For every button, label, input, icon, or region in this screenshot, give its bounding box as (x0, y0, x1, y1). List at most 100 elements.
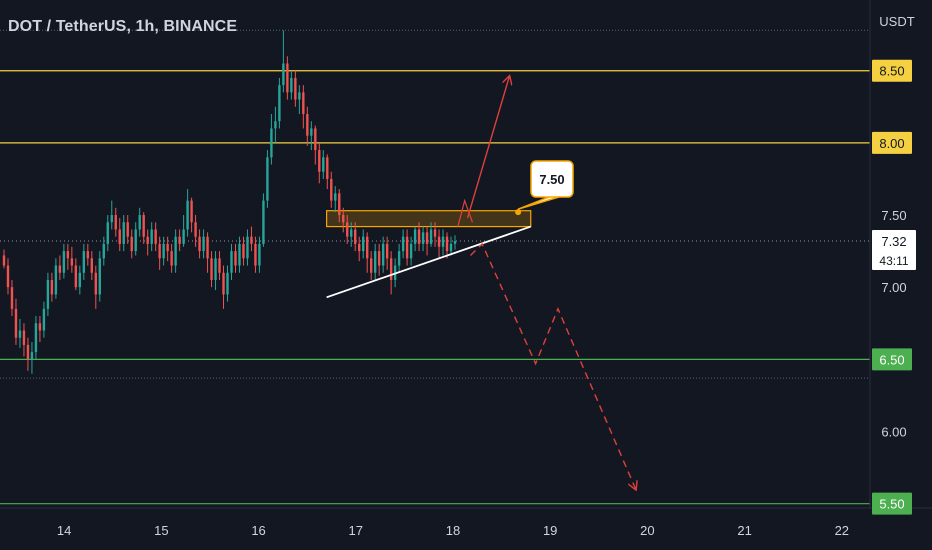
candle (425, 226, 429, 256)
candle (373, 243, 377, 280)
candle-body (274, 121, 277, 129)
candle-body (346, 222, 349, 237)
candle (401, 229, 405, 259)
candle (238, 236, 241, 273)
candle (58, 255, 62, 280)
candle-body (26, 344, 30, 360)
candle (170, 243, 173, 273)
candle (298, 85, 301, 115)
resistance-850-tag-label: 8.50 (879, 64, 904, 79)
candle-body (445, 236, 449, 252)
x-tick-label: 22 (835, 523, 849, 538)
candle-body (413, 229, 417, 244)
candle (409, 236, 413, 266)
candle (322, 150, 325, 179)
candle-body (437, 236, 441, 247)
candle (334, 186, 337, 213)
candle-body (198, 236, 201, 252)
candle-body (74, 265, 78, 288)
x-tick-label: 20 (640, 523, 654, 538)
candle-body (286, 63, 289, 93)
candle (218, 251, 221, 280)
candle-body (230, 251, 233, 273)
candle (266, 150, 269, 208)
candle-body (146, 236, 149, 244)
axis-layer: USDT 7.50 7.00 6.00 8.50 8.00 6.50 5.50 7.32 43:1… (0, 0, 932, 538)
candle-body (202, 236, 205, 252)
candle-body (66, 251, 70, 259)
candle-body (238, 243, 241, 266)
candle-body (14, 308, 18, 338)
candle-body (222, 272, 225, 295)
candle (126, 215, 129, 244)
candle-body (90, 258, 94, 273)
candle-body (6, 265, 10, 288)
x-tick-label: 17 (349, 523, 363, 538)
candle-body (194, 222, 197, 237)
candle-body (46, 279, 50, 309)
candle-body (38, 323, 42, 331)
callout-anchor-dot (515, 209, 522, 216)
zone-layer (326, 210, 532, 228)
candle (421, 226, 425, 252)
bearish-projection-path (469, 242, 635, 489)
candle-body (94, 272, 97, 295)
candle-body (425, 232, 429, 244)
candle (362, 229, 365, 259)
candle (338, 189, 341, 223)
candle-body (354, 229, 357, 244)
callout-box (530, 160, 574, 198)
candle (82, 243, 86, 280)
candle-body (30, 352, 34, 360)
candle (358, 236, 361, 262)
candle-body (82, 251, 86, 273)
candle-body (350, 229, 353, 237)
candle (18, 318, 22, 348)
candle-body (210, 258, 213, 280)
candle (26, 337, 30, 371)
candle-body (158, 243, 161, 259)
candle-body (282, 63, 285, 86)
drawings-layer: 7.50 (326, 76, 636, 489)
candle-body (389, 258, 393, 280)
candle (98, 251, 101, 302)
candle (130, 229, 133, 259)
candle-body (417, 229, 421, 244)
candle (437, 229, 441, 259)
bullish-projection-arrow (466, 76, 510, 219)
candle-body (142, 215, 145, 237)
bar-countdown-label: 43:11 (879, 254, 908, 268)
current-price-tag (872, 230, 916, 271)
candle (318, 142, 321, 184)
candle (429, 222, 433, 247)
candle-body (302, 92, 305, 115)
candle-body (214, 258, 217, 280)
candle (302, 85, 305, 129)
candle-body (130, 236, 133, 252)
candle (441, 229, 445, 256)
current-price-label: 7.32 (881, 234, 906, 249)
levels-layer (0, 70, 870, 505)
candle-body (122, 222, 125, 244)
candle (166, 236, 169, 262)
candle-body (409, 243, 413, 259)
candle-body (114, 215, 117, 230)
x-tick-label: 18 (446, 523, 460, 538)
candle (282, 30, 285, 93)
candle (258, 236, 261, 273)
candle (445, 232, 449, 259)
candle (242, 236, 245, 266)
candle (449, 236, 453, 256)
candle-body (118, 229, 121, 244)
candle (186, 189, 189, 237)
candle (94, 265, 97, 309)
candle (385, 236, 389, 270)
chart-title: DOT / TetherUS, 1h, BINANCE (8, 18, 238, 35)
candle (30, 342, 34, 374)
candle-body (110, 215, 113, 223)
candle (150, 222, 153, 252)
candle (190, 197, 193, 233)
candle (413, 226, 417, 252)
